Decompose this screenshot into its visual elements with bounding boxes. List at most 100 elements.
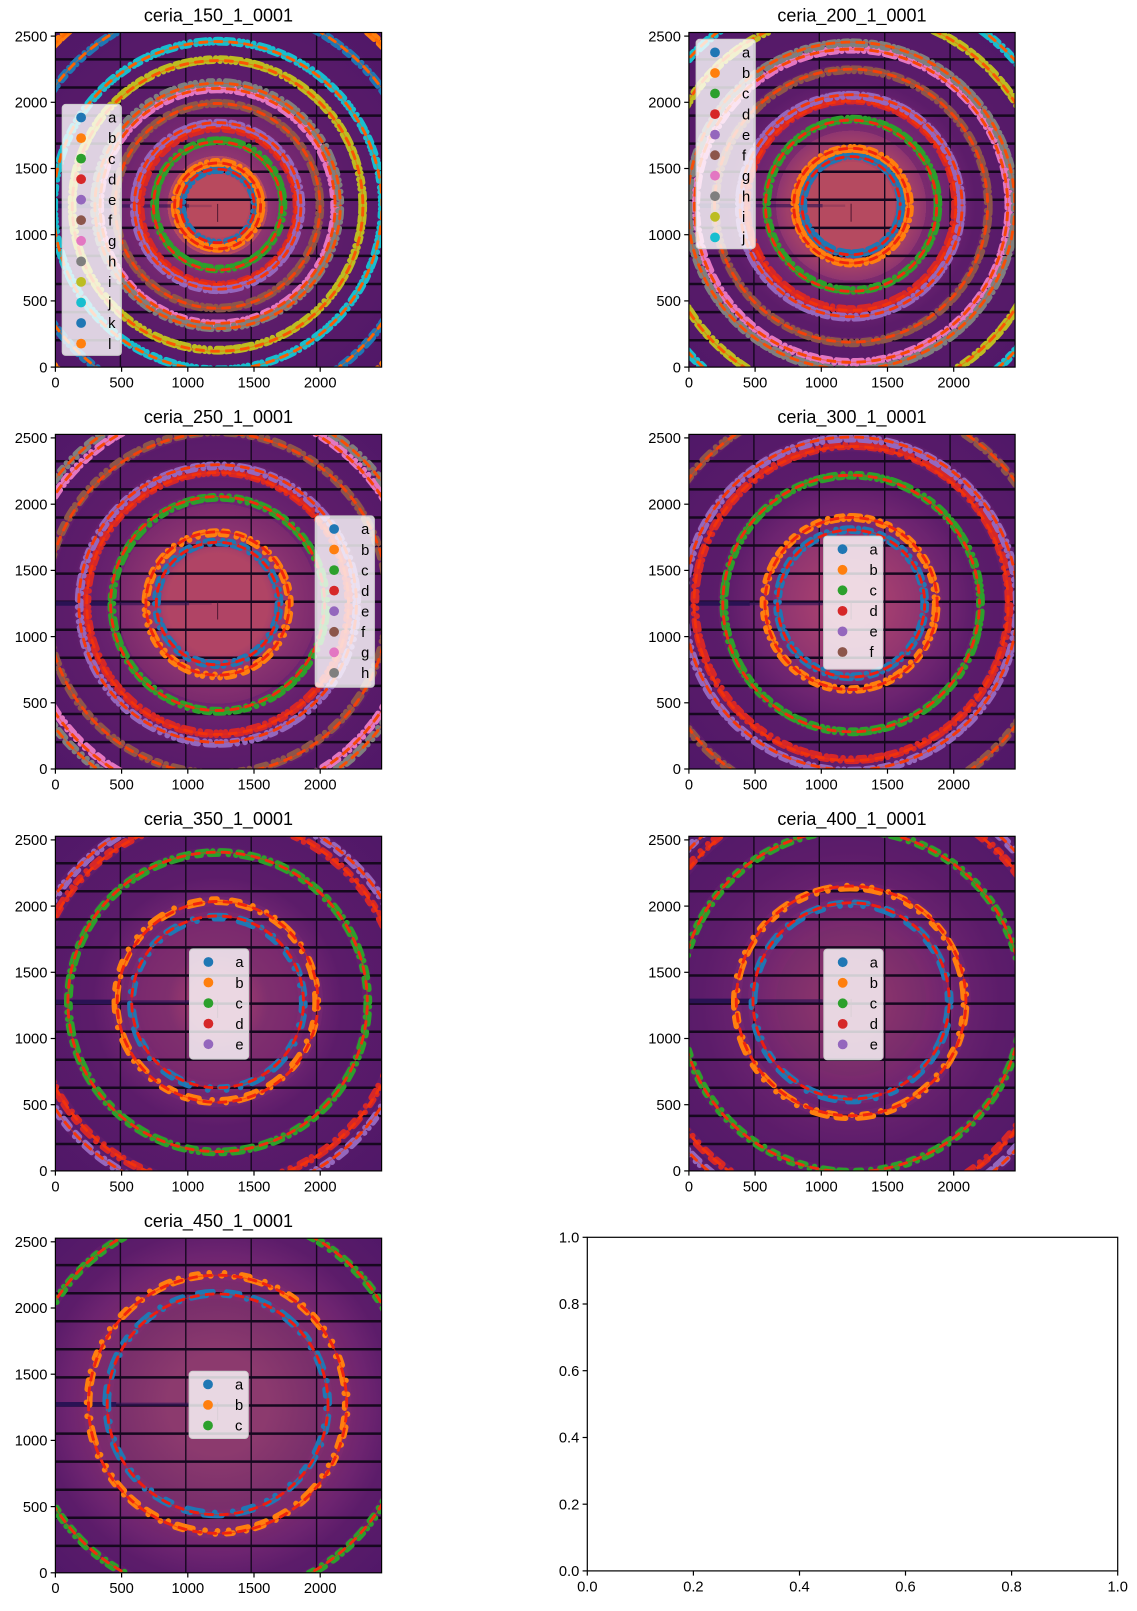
svg-text:500: 500	[743, 1179, 768, 1195]
svg-text:500: 500	[23, 1098, 48, 1114]
svg-text:b: b	[108, 131, 116, 147]
svg-text:a: a	[870, 955, 879, 971]
svg-text:a: a	[235, 955, 244, 971]
svg-text:ceria_400_1_0001: ceria_400_1_0001	[777, 809, 926, 830]
svg-text:d: d	[108, 172, 116, 188]
svg-text:2000: 2000	[15, 96, 48, 112]
svg-text:2500: 2500	[15, 29, 48, 45]
svg-text:0.2: 0.2	[559, 1497, 579, 1513]
svg-text:a: a	[742, 46, 751, 62]
svg-text:a: a	[108, 111, 117, 127]
svg-text:2000: 2000	[937, 376, 970, 392]
svg-text:2000: 2000	[648, 497, 681, 513]
svg-text:d: d	[870, 604, 878, 620]
svg-text:d: d	[870, 1017, 878, 1033]
svg-text:2000: 2000	[648, 899, 681, 915]
svg-text:500: 500	[656, 696, 681, 712]
svg-text:1500: 1500	[238, 777, 271, 793]
svg-text:h: h	[361, 666, 369, 682]
svg-text:e: e	[108, 193, 116, 209]
svg-text:a: a	[870, 542, 879, 558]
svg-text:0: 0	[51, 1581, 59, 1597]
svg-text:ceria_350_1_0001: ceria_350_1_0001	[144, 809, 293, 830]
svg-text:500: 500	[23, 1500, 48, 1516]
svg-text:l: l	[108, 337, 111, 353]
svg-text:500: 500	[109, 1581, 134, 1597]
svg-text:2000: 2000	[15, 899, 48, 915]
svg-text:500: 500	[743, 376, 768, 392]
svg-text:0: 0	[51, 777, 59, 793]
svg-text:1500: 1500	[871, 376, 904, 392]
svg-text:g: g	[361, 646, 369, 662]
svg-text:c: c	[235, 996, 242, 1012]
svg-text:1500: 1500	[238, 376, 271, 392]
svg-text:a: a	[361, 522, 370, 538]
svg-text:0.4: 0.4	[789, 1579, 809, 1595]
svg-text:2500: 2500	[648, 29, 681, 45]
svg-text:d: d	[742, 107, 750, 123]
svg-text:1000: 1000	[15, 1032, 48, 1048]
svg-text:500: 500	[109, 1179, 134, 1195]
svg-text:0.6: 0.6	[895, 1579, 915, 1595]
svg-text:2000: 2000	[304, 376, 337, 392]
svg-text:b: b	[870, 563, 878, 579]
svg-text:1500: 1500	[15, 162, 48, 178]
svg-text:ceria_150_1_0001: ceria_150_1_0001	[144, 5, 293, 26]
svg-text:i: i	[742, 210, 745, 226]
svg-text:i: i	[108, 275, 111, 291]
svg-text:1500: 1500	[15, 1367, 48, 1383]
svg-text:0: 0	[673, 762, 681, 778]
svg-text:ceria_200_1_0001: ceria_200_1_0001	[777, 5, 926, 26]
svg-text:b: b	[235, 976, 243, 992]
svg-text:c: c	[361, 563, 368, 579]
svg-text:1500: 1500	[871, 1179, 904, 1195]
svg-text:1000: 1000	[171, 777, 204, 793]
svg-text:d: d	[235, 1017, 243, 1033]
svg-text:c: c	[108, 152, 115, 168]
svg-text:ceria_300_1_0001: ceria_300_1_0001	[777, 407, 926, 428]
svg-text:1500: 1500	[648, 966, 681, 982]
svg-text:2000: 2000	[937, 1179, 970, 1195]
svg-text:0: 0	[51, 1179, 59, 1195]
svg-text:j: j	[741, 231, 745, 247]
svg-text:0: 0	[51, 376, 59, 392]
svg-text:b: b	[235, 1398, 243, 1414]
svg-text:0.0: 0.0	[559, 1564, 579, 1580]
svg-text:0.0: 0.0	[577, 1579, 597, 1595]
svg-text:1000: 1000	[15, 1434, 48, 1450]
svg-text:0: 0	[39, 360, 47, 376]
svg-text:500: 500	[23, 294, 48, 310]
svg-text:1000: 1000	[171, 1581, 204, 1597]
svg-text:e: e	[870, 625, 878, 641]
svg-text:1.0: 1.0	[559, 1231, 579, 1247]
svg-text:1000: 1000	[15, 630, 48, 646]
svg-text:1500: 1500	[648, 162, 681, 178]
svg-text:b: b	[870, 976, 878, 992]
svg-text:500: 500	[743, 777, 768, 793]
svg-text:ceria_250_1_0001: ceria_250_1_0001	[144, 407, 293, 428]
svg-text:1.0: 1.0	[1107, 1579, 1127, 1595]
svg-text:k: k	[108, 316, 116, 332]
svg-text:g: g	[742, 169, 750, 185]
svg-text:c: c	[870, 997, 877, 1013]
svg-text:500: 500	[23, 696, 48, 712]
svg-text:h: h	[742, 189, 750, 205]
svg-text:h: h	[108, 255, 116, 271]
svg-text:j: j	[107, 296, 111, 312]
svg-text:0.4: 0.4	[559, 1431, 579, 1447]
svg-text:0: 0	[673, 360, 681, 376]
svg-text:b: b	[742, 66, 750, 82]
svg-text:0: 0	[39, 1164, 47, 1180]
svg-text:0.8: 0.8	[559, 1297, 579, 1313]
svg-text:2000: 2000	[304, 1581, 337, 1597]
svg-text:2000: 2000	[304, 1179, 337, 1195]
svg-text:2000: 2000	[937, 777, 970, 793]
svg-text:c: c	[235, 1419, 242, 1435]
svg-text:500: 500	[109, 376, 134, 392]
svg-text:0: 0	[685, 376, 693, 392]
svg-text:2000: 2000	[304, 777, 337, 793]
svg-text:1000: 1000	[15, 228, 48, 244]
svg-text:1000: 1000	[171, 1179, 204, 1195]
svg-text:2500: 2500	[648, 431, 681, 447]
svg-text:2000: 2000	[15, 497, 48, 513]
